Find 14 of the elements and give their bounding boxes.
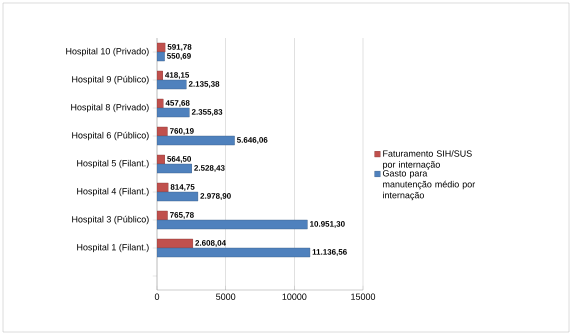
y-tick-label: Hospital 1 (Filant.) <box>77 244 149 252</box>
x-tick-label: 15000 <box>351 294 376 300</box>
y-tick-label: Hospital 5 (Filant.) <box>77 160 149 168</box>
x-tick-label: 10000 <box>282 294 306 300</box>
y-tick-label: Hospital 6 (Público) <box>72 132 149 140</box>
y-tick-label: Hospital 8 (Privado) <box>71 104 149 112</box>
y-tick-label: Hospital 9 (Público) <box>72 76 149 84</box>
y-tick-label: Hospital 10 (Privado) <box>66 48 149 56</box>
y-tick-label: Hospital 3 (Público) <box>72 216 149 224</box>
x-tick-label: 5000 <box>216 294 236 300</box>
legend-label: Gasto para manutenção médio por internação <box>382 170 476 200</box>
x-tick-label: 0 <box>154 294 160 300</box>
legend-label: Faturamento SIH/SUS por internação <box>383 150 472 170</box>
y-tick-label: Hospital 4 (Filant.) <box>77 188 149 196</box>
